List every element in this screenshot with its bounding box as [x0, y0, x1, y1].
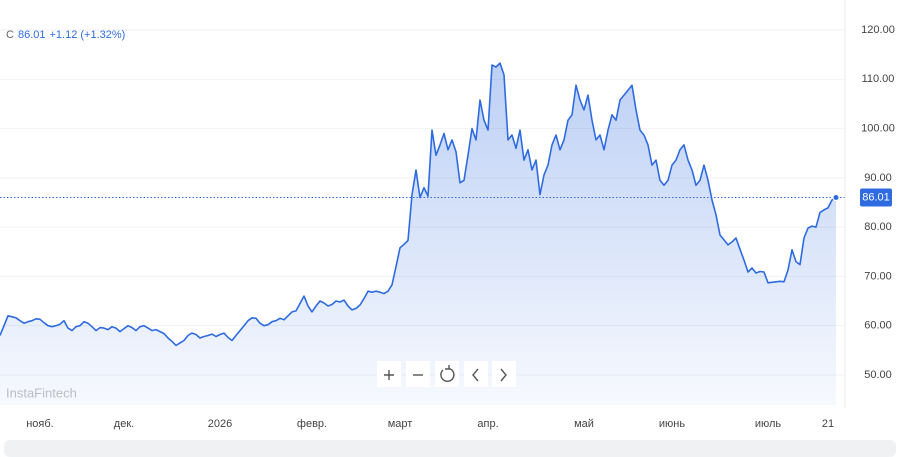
reset-button[interactable]	[435, 361, 459, 387]
toolbar	[377, 361, 516, 387]
y-tick-label: 50.00	[864, 369, 892, 381]
x-tick-label: февр.	[297, 418, 327, 430]
price-tag	[860, 188, 892, 207]
header: C 86.01 +1.12 (+1.32%)	[6, 29, 125, 41]
zoom-in-button[interactable]	[377, 361, 401, 387]
price-line	[0, 62, 837, 347]
price-change: +1.12 (+1.32%)	[49, 29, 125, 41]
x-tick-label: 2026	[208, 418, 232, 430]
last-point	[832, 194, 840, 202]
scroll-right-button[interactable]	[492, 361, 516, 387]
y-tick-label: 110.00	[862, 73, 895, 85]
x-tick-label: май	[574, 418, 594, 430]
price-tag-label: 86.01	[862, 191, 890, 203]
x-tick-label: нояб.	[26, 418, 54, 430]
ohlc-label: C	[6, 29, 14, 41]
x-tick-label: дек.	[114, 418, 134, 430]
x-tick-label: июнь	[659, 418, 685, 430]
y-tick-label: 90.00	[864, 172, 892, 184]
y-tick-label: 80.00	[864, 221, 892, 233]
y-tick-label: 60.00	[864, 320, 892, 332]
y-tick-label: 120.00	[861, 24, 895, 36]
x-tick-label: март	[388, 418, 413, 430]
x-tick-label: июль	[755, 418, 782, 430]
y-tick-label: 100.00	[861, 123, 895, 135]
area	[0, 63, 836, 405]
x-tick-label: 21	[822, 418, 834, 430]
scroll-left-button[interactable]	[464, 361, 488, 387]
bottom-bar	[4, 440, 896, 457]
last-price: 86.01	[18, 29, 46, 41]
watermark: InstaFintech	[6, 385, 77, 400]
y-tick-label: 70.00	[864, 270, 892, 282]
plot	[0, 62, 845, 405]
zoom-out-button[interactable]	[406, 361, 430, 387]
x-tick-label: апр.	[477, 418, 498, 430]
